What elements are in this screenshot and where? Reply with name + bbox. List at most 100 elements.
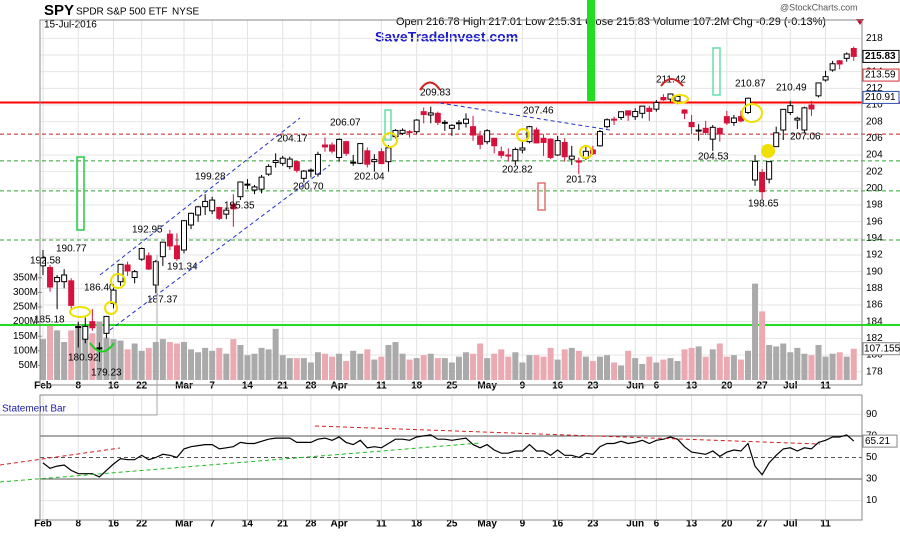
x-tick-label: 16 — [108, 381, 120, 392]
candle-body — [181, 220, 187, 251]
volume-bar — [484, 358, 491, 380]
candle-body — [730, 117, 737, 123]
candle-body — [448, 124, 455, 129]
candle-body — [166, 233, 173, 247]
date: 15-Jul-2016 — [44, 20, 97, 31]
volume-bar — [357, 353, 364, 380]
volume-bar — [54, 330, 61, 380]
price-annotation: 179.23 — [91, 368, 122, 379]
candle-body — [470, 126, 477, 136]
marker-box — [384, 109, 392, 141]
arc — [419, 81, 441, 91]
y-tick-label: 188 — [866, 283, 883, 294]
volume-bar — [173, 343, 180, 380]
label: Open — [396, 16, 423, 28]
last-price: 215.83 — [865, 51, 896, 62]
volume-bar — [47, 325, 54, 380]
volume-bar — [392, 342, 399, 380]
close: 215.83 — [616, 16, 650, 28]
volume-bar — [145, 347, 152, 380]
volume-bar — [674, 361, 681, 380]
y-tick-label: 194 — [866, 233, 883, 244]
price-annotation: 192.95 — [132, 225, 163, 236]
y-tick-label: 186 — [866, 300, 883, 311]
volume-last-box — [862, 342, 900, 356]
volume-bar — [181, 342, 187, 380]
volume-bar — [688, 347, 695, 380]
candle-body — [554, 140, 561, 156]
volume-bar — [103, 337, 110, 380]
volume-bar — [801, 353, 808, 380]
x-tick-label: 14 — [242, 519, 254, 530]
price-annotation: 209.83 — [420, 88, 451, 99]
candle-body — [286, 158, 293, 168]
y-tick-label: 202 — [866, 166, 883, 177]
watermark: @StockCharts.com — [780, 2, 858, 12]
volume-bar — [279, 355, 286, 380]
rsi-trendline — [0, 442, 481, 483]
candle-body — [505, 154, 512, 157]
price-annotation: 204.53 — [698, 152, 729, 163]
circle — [382, 132, 398, 148]
x-tick-label: 16 — [552, 381, 564, 392]
x-tick-label: 21 — [277, 381, 289, 392]
volume-bar — [89, 333, 96, 380]
volume-bar — [625, 350, 632, 380]
candle-body — [716, 127, 723, 135]
volume-bar — [681, 349, 688, 380]
volume-bar — [286, 358, 293, 380]
volume-tick-label: 250M — [13, 302, 38, 313]
trendline — [439, 102, 611, 131]
volume-bar — [780, 343, 787, 380]
candle-body — [688, 122, 695, 128]
candle-body — [829, 63, 836, 71]
volume-bar — [258, 347, 265, 380]
candle-body — [138, 248, 145, 260]
candle-body — [709, 126, 716, 140]
x-tick-label: 18 — [411, 519, 423, 530]
x-tick-label: Mar — [175, 381, 193, 392]
volume-bar — [604, 355, 610, 380]
change: -0.29 (-0.13%) — [756, 16, 826, 28]
volume-bar — [547, 347, 554, 380]
x-tick-label: 13 — [686, 519, 698, 530]
volume-bar — [822, 356, 829, 380]
candle-body — [75, 326, 82, 328]
candle-body — [498, 151, 505, 156]
y-tick-label: 196 — [866, 216, 883, 227]
candle-body — [385, 147, 392, 163]
volume-bar — [695, 346, 702, 380]
volume-bar — [752, 283, 759, 380]
volume-bar — [75, 324, 82, 380]
price-annotation: 202.04 — [354, 172, 385, 183]
volume-bar — [385, 344, 392, 380]
candle-body — [68, 280, 75, 306]
candle-body — [575, 160, 582, 163]
candle-body — [329, 144, 336, 152]
x-tick-label: 7 — [209, 519, 215, 530]
candle-body — [850, 48, 857, 57]
circle — [110, 273, 126, 289]
high: 217.01 — [488, 16, 522, 28]
volume-bar — [526, 355, 533, 380]
candle-body — [54, 277, 61, 283]
candle-body — [371, 159, 378, 163]
volume-bar — [477, 343, 484, 380]
volume-bar — [371, 359, 378, 380]
marker-bar — [587, 0, 595, 101]
candle-body — [723, 116, 730, 124]
volume-bar — [307, 362, 314, 380]
volume-tick-label: 350M — [13, 272, 38, 283]
candle-body — [89, 321, 96, 329]
volume-bar — [272, 328, 279, 380]
rsi-trendline — [0, 447, 121, 466]
y-tick-label: 192 — [866, 250, 883, 261]
y-tick-label: 204 — [866, 150, 883, 161]
x-tick-label: 16 — [552, 519, 564, 530]
candle-body — [364, 150, 371, 165]
volume-bar — [441, 358, 448, 380]
y-tick-label: 208 — [866, 116, 883, 127]
candle-body — [413, 119, 420, 133]
price-annotation: 207.46 — [523, 106, 554, 117]
circle — [579, 145, 593, 159]
